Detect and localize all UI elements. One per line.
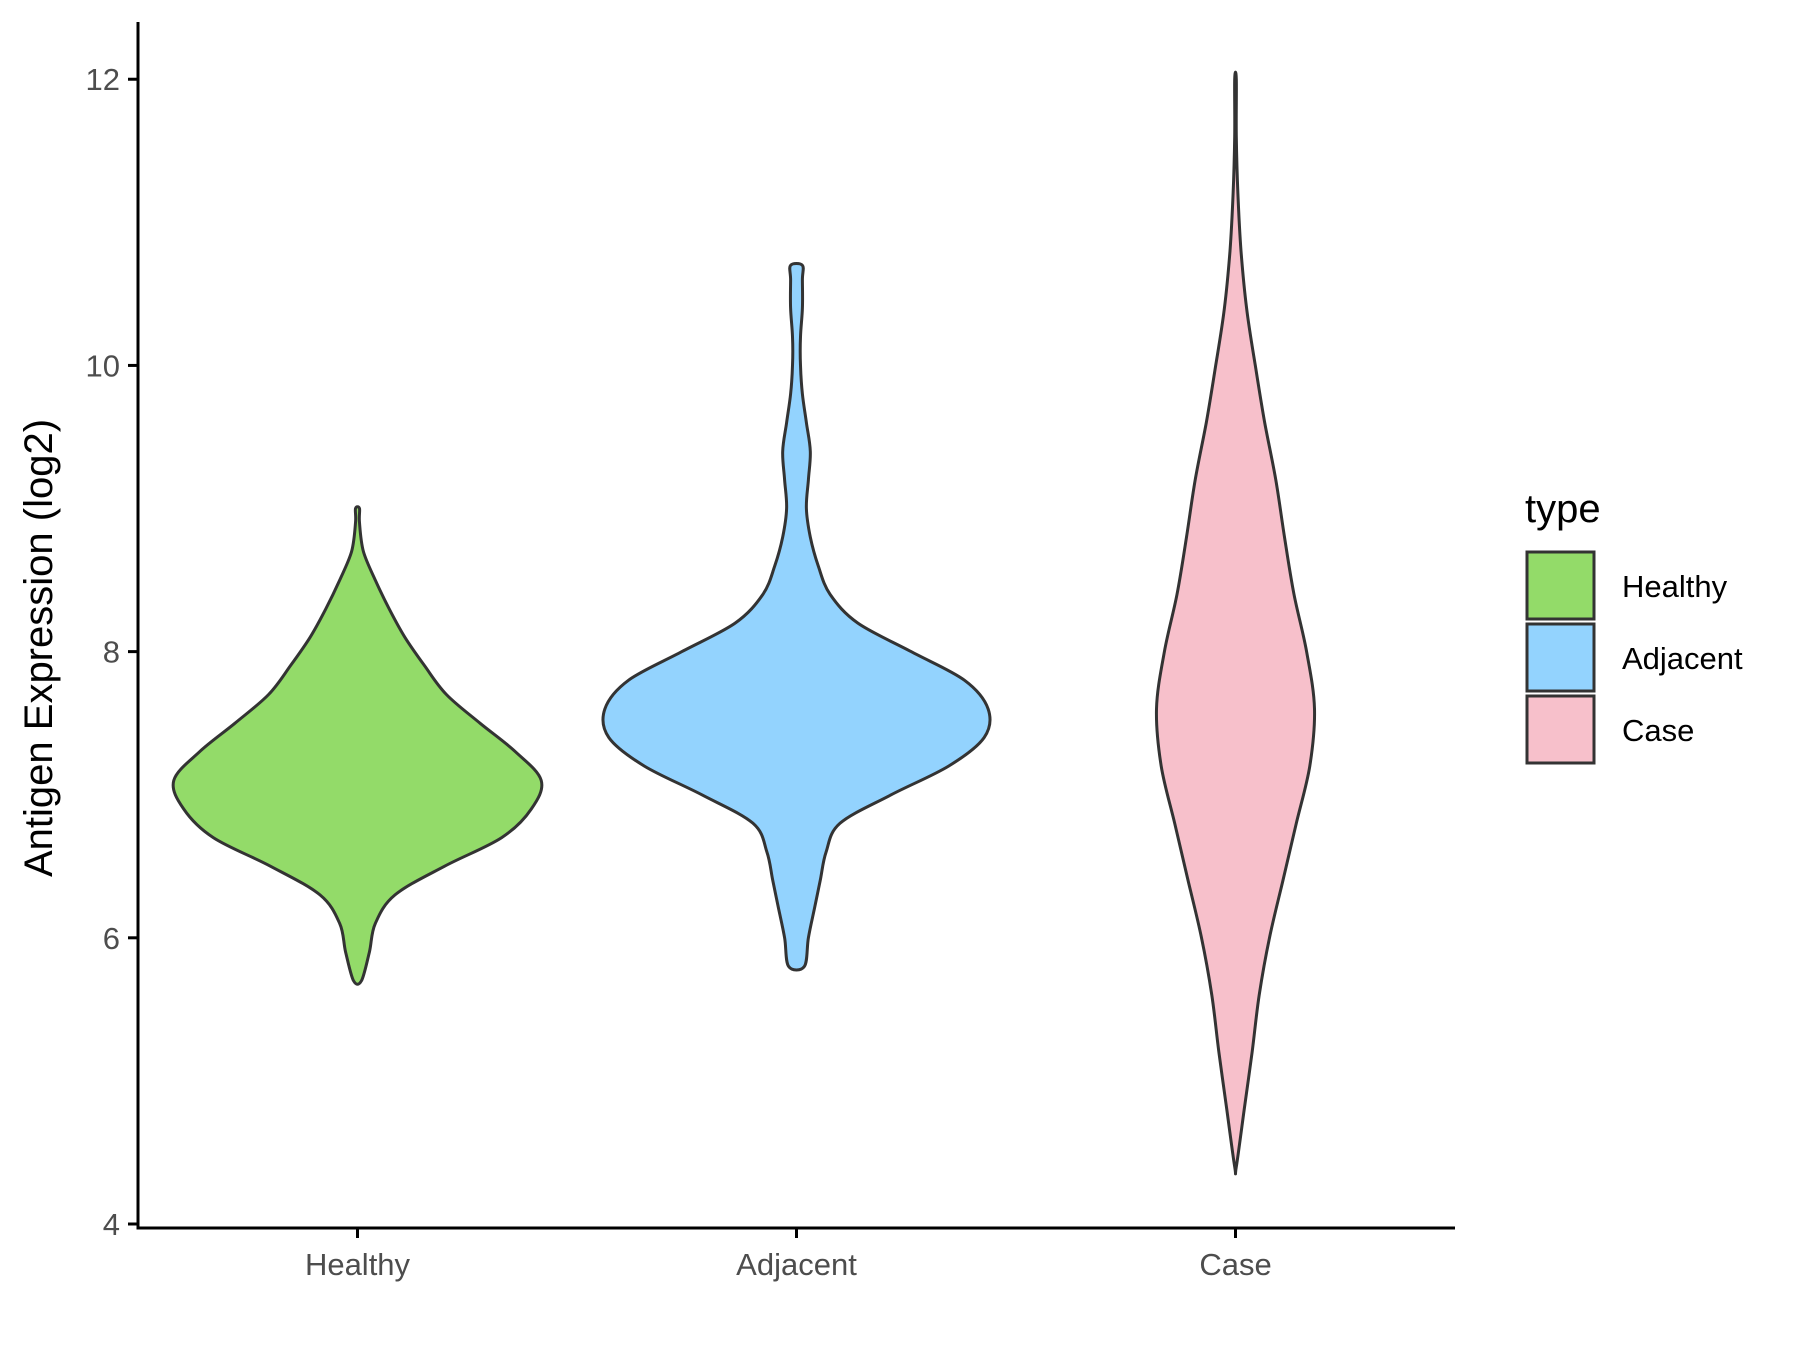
- y-tick-label: 6: [103, 921, 120, 956]
- y-tick-label: 10: [86, 348, 120, 383]
- y-tick-label: 4: [103, 1207, 120, 1242]
- violin-case: [1154, 70, 1317, 1176]
- x-tick-label: Healthy: [305, 1247, 411, 1282]
- violin-healthy: [171, 505, 544, 986]
- legend-entries: Healthy Adjacent Case: [1525, 550, 1743, 765]
- x-tick-label: Adjacent: [736, 1247, 857, 1282]
- legend-title: type: [1525, 487, 1601, 531]
- legend-swatch-healthy: [1525, 550, 1596, 621]
- violin-adjacent: [601, 262, 992, 972]
- y-axis-title: Antigen Expression (log2): [17, 419, 61, 877]
- violin-layer: [171, 70, 1317, 1176]
- x-axis-ticks: Healthy Adjacent Case: [305, 1228, 1272, 1282]
- legend-swatch-adjacent: [1525, 622, 1596, 693]
- legend: type Healthy Adjacent Case: [1525, 487, 1743, 765]
- legend-label-adjacent: Adjacent: [1622, 641, 1743, 676]
- y-tick-label: 12: [86, 62, 120, 97]
- legend-label-healthy: Healthy: [1622, 569, 1728, 604]
- legend-swatch-case: [1525, 694, 1596, 765]
- y-tick-label: 8: [103, 635, 120, 670]
- y-axis-ticks: 4 6 8 10 12: [86, 62, 138, 1242]
- legend-label-case: Case: [1622, 713, 1694, 748]
- x-tick-label: Case: [1199, 1247, 1271, 1282]
